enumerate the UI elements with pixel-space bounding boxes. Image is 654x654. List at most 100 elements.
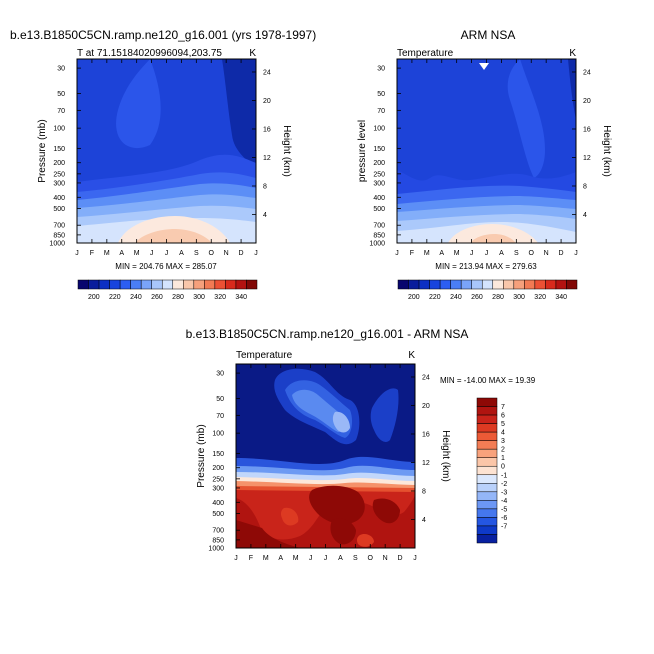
colorbar-label: 1: [501, 455, 505, 462]
x-tick-label: J: [470, 250, 474, 257]
colorbar-box: [450, 279, 462, 290]
panel-model-ylabel-right: Height (km): [281, 125, 292, 177]
panel-diff-subtitle: Temperature: [236, 350, 293, 361]
colorbar-label: 6: [501, 413, 505, 420]
x-tick-label: M: [134, 250, 140, 257]
y-tick-label: 200: [212, 465, 224, 472]
colorbar-label: 280: [492, 294, 504, 301]
panel-model: b.e13.B1850C5CN.ramp.ne120_g16.001 (yrs …: [10, 28, 316, 301]
panel-diff-units: K: [408, 350, 415, 361]
colorbar-box: [476, 397, 498, 407]
right-y-tick-label: 8: [583, 183, 587, 190]
colorbar-box: [439, 279, 451, 290]
colorbar-box: [408, 279, 420, 290]
right-y-tick-label: 8: [263, 183, 267, 190]
panel-obs: ARM NSA Temperature K pressure level Hei…: [357, 28, 612, 301]
x-tick-label: D: [398, 555, 403, 562]
x-tick-label: J: [150, 250, 154, 257]
colorbar-box: [476, 406, 498, 416]
panel-obs-contours: [397, 59, 576, 243]
y-tick-label: 250: [212, 476, 224, 483]
y-tick-label: 300: [212, 485, 224, 492]
colorbar-label: 0: [501, 464, 505, 471]
x-tick-label: A: [338, 555, 343, 562]
colorbar-label: 3: [501, 438, 505, 445]
colorbar-box: [534, 279, 546, 290]
colorbar-box: [183, 279, 195, 290]
colorbar-label: 320: [534, 294, 546, 301]
colorbar-box: [476, 474, 498, 484]
panel-model-axes: J F M A M J J A S O N D J 30 50 70 100 150 200 250 300 400 500…: [49, 59, 271, 257]
colorbar-box: [418, 279, 430, 290]
right-y-tick-label: 16: [263, 126, 271, 133]
colorbar-label: 340: [555, 294, 567, 301]
y-tick-label: 70: [377, 108, 385, 115]
right-y-tick-label: 20: [583, 98, 591, 105]
x-tick-label: F: [90, 250, 94, 257]
colorbar-label: 200: [88, 294, 100, 301]
panel-diff-axes: J F M A M J J A S O N D J 30 50 70 100 150 200 250 300 400 500…: [208, 364, 430, 562]
colorbar-box: [429, 279, 441, 290]
panel-model-stats: MIN = 204.76 MAX = 285.07: [115, 262, 217, 271]
colorbar-label: 300: [513, 294, 525, 301]
colorbar-box: [77, 279, 89, 290]
x-tick-label: A: [179, 250, 184, 257]
colorbar-box: [476, 491, 498, 501]
x-tick-label: J: [485, 250, 489, 257]
y-tick-label: 150: [373, 146, 385, 153]
x-tick-label: O: [529, 250, 535, 257]
x-tick-label: J: [395, 250, 399, 257]
panel-diff-colorbar: 7 65 43 21 0-1 -2-3 -4-5 -6-7: [476, 397, 507, 544]
x-tick-label: D: [239, 250, 244, 257]
y-tick-label: 100: [373, 126, 385, 133]
colorbar-label: 280: [172, 294, 184, 301]
right-y-tick-label: 20: [263, 98, 271, 105]
colorbar-label: -5: [501, 506, 507, 513]
y-tick-label: 300: [373, 180, 385, 187]
x-tick-label: J: [234, 555, 238, 562]
colorbar-box: [476, 525, 498, 535]
right-y-tick-label: 16: [583, 126, 591, 133]
colorbar-label: 200: [408, 294, 420, 301]
panel-diff-ylabel-right: Height (km): [440, 430, 451, 482]
y-tick-label: 70: [216, 413, 224, 420]
colorbar-box: [492, 279, 504, 290]
x-tick-label: J: [75, 250, 79, 257]
colorbar-label: -1: [501, 472, 507, 479]
colorbar-label: 300: [193, 294, 205, 301]
colorbar-box: [193, 279, 205, 290]
colorbar-box: [545, 279, 557, 290]
x-tick-label: J: [309, 555, 313, 562]
y-tick-label: 70: [57, 108, 65, 115]
panel-obs-title: ARM NSA: [461, 28, 516, 42]
colorbar-label: 2: [501, 447, 505, 454]
right-y-tick-label: 24: [263, 69, 271, 76]
y-tick-label: 500: [373, 206, 385, 213]
colorbar-label: 240: [130, 294, 142, 301]
colorbar-box: [476, 500, 498, 510]
y-tick-label: 50: [377, 91, 385, 98]
x-tick-label: S: [514, 250, 519, 257]
colorbar-box: [476, 414, 498, 424]
x-tick-label: M: [263, 555, 269, 562]
y-tick-label: 250: [373, 171, 385, 178]
colorbar-label: -4: [501, 498, 507, 505]
panel-model-colorbar: 200 220 240 260 280 300 320 340: [77, 279, 258, 301]
x-tick-label: J: [324, 555, 328, 562]
colorbar-label: 5: [501, 421, 505, 428]
colorbar-box: [471, 279, 483, 290]
panel-diff-contours: [236, 364, 415, 548]
colorbar-label: 240: [450, 294, 462, 301]
colorbar-box: [109, 279, 121, 290]
right-y-tick-label: 12: [422, 460, 430, 467]
colorbar-box: [476, 457, 498, 467]
colorbar-label: 260: [151, 294, 163, 301]
x-tick-label: F: [410, 250, 414, 257]
colorbar-box: [476, 423, 498, 433]
y-tick-label: 1000: [369, 241, 385, 248]
colorbar-box: [460, 279, 472, 290]
colorbar-label: 260: [471, 294, 483, 301]
right-y-tick-label: 12: [263, 155, 271, 162]
y-tick-label: 50: [57, 91, 65, 98]
x-tick-label: M: [104, 250, 110, 257]
